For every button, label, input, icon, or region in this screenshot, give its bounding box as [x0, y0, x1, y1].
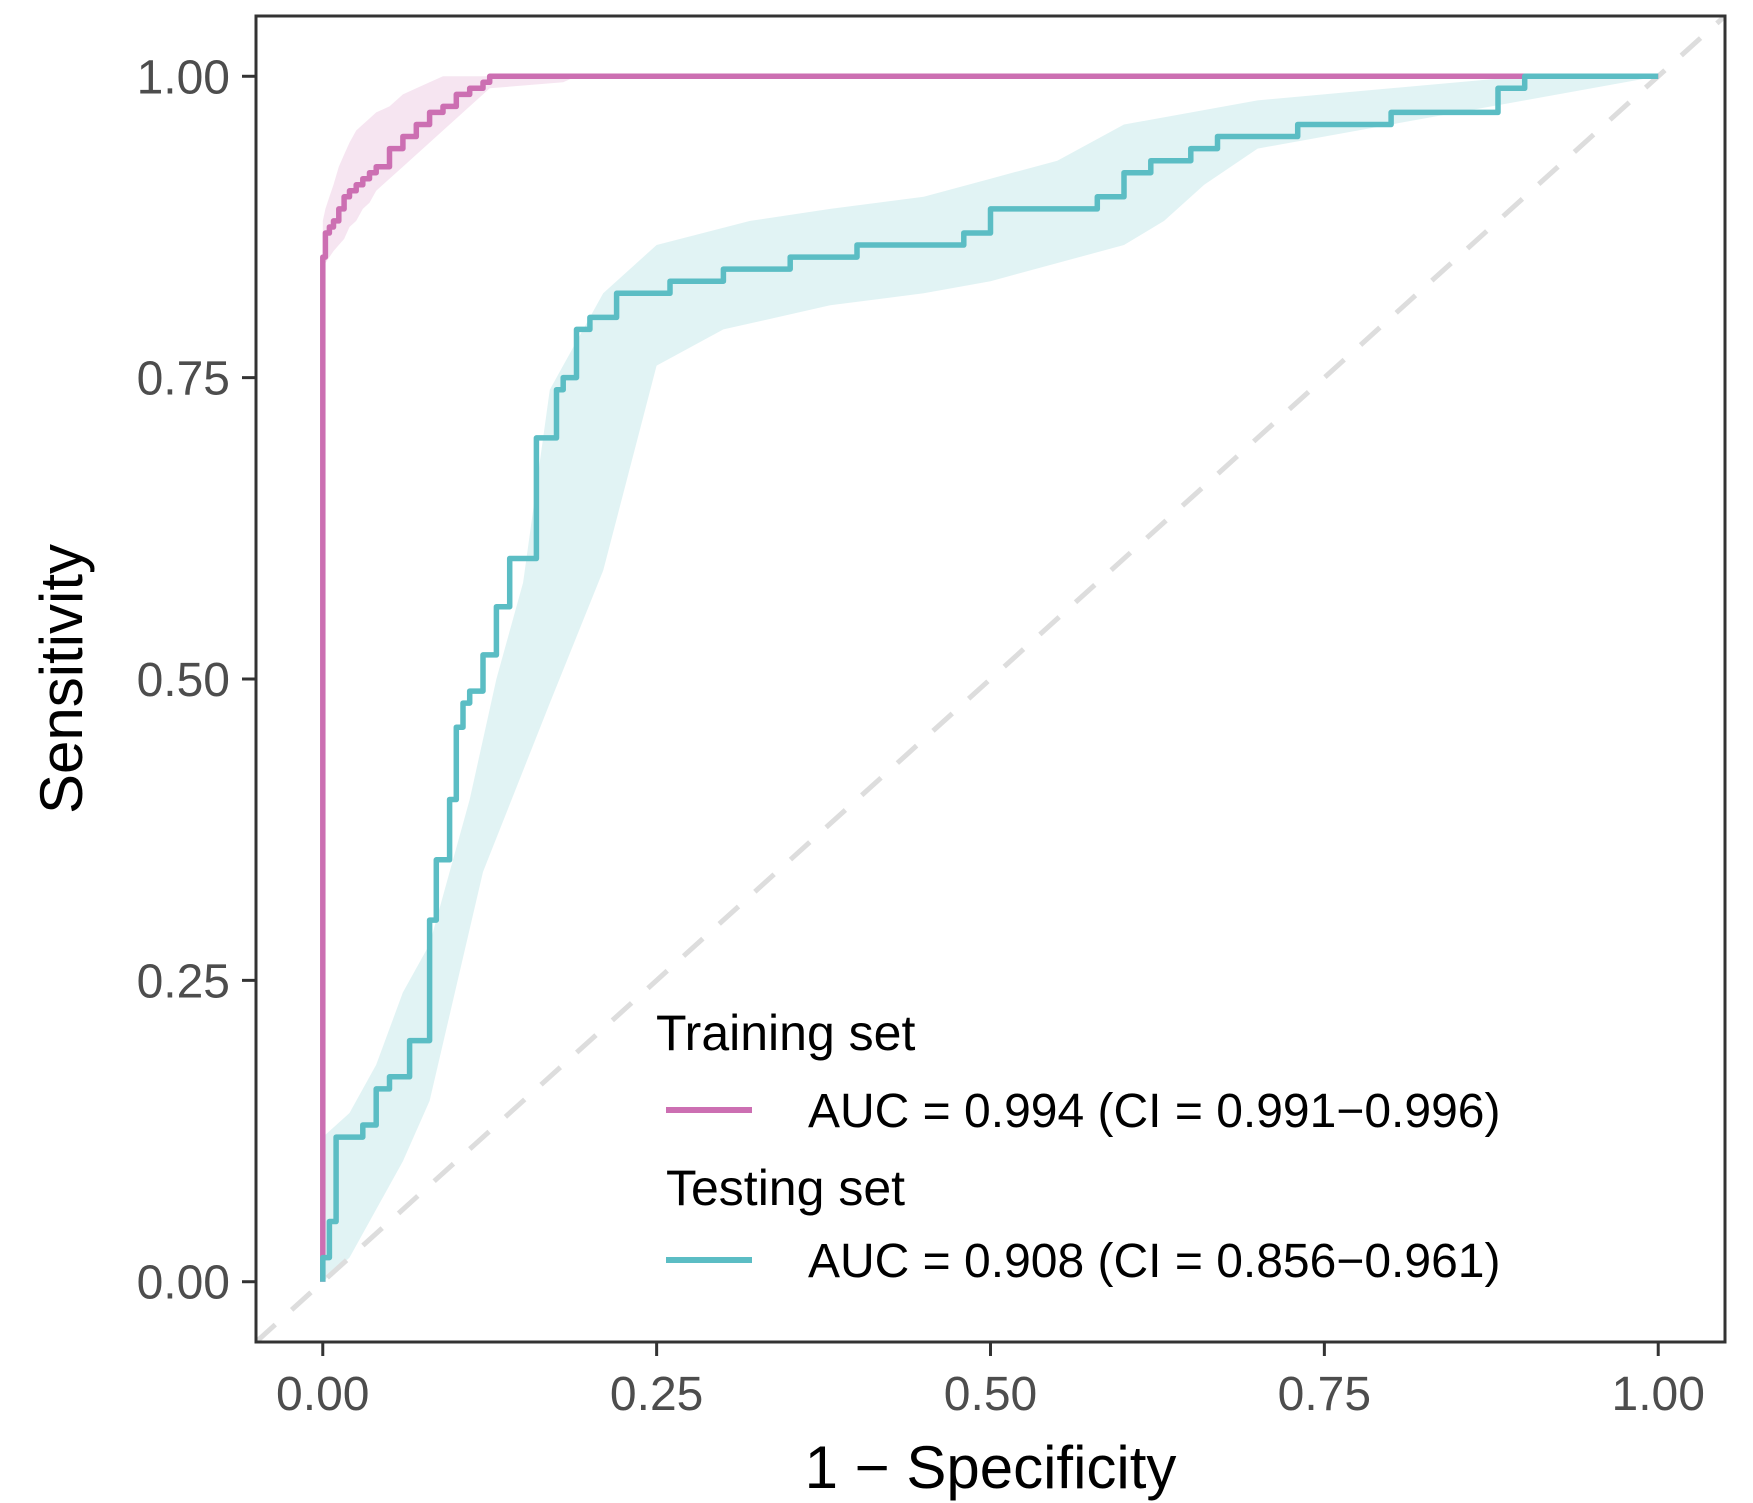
- y-tick-label: 0.50: [137, 654, 230, 707]
- x-tick-label: 0.75: [1278, 1368, 1371, 1421]
- legend-label-training: AUC = 0.994 (CI = 0.991−0.996): [808, 1085, 1500, 1138]
- roc-curves: [320, 73, 1659, 1282]
- legend: Training set AUC = 0.994 (CI = 0.991−0.9…: [656, 1005, 1500, 1288]
- x-axis-title: 1 − Specificity: [805, 1434, 1177, 1501]
- legend-label-testing: AUC = 0.908 (CI = 0.856−0.961): [808, 1235, 1500, 1288]
- legend-title-testing: Testing set: [666, 1160, 905, 1216]
- y-axis-title: Sensitivity: [28, 544, 95, 814]
- y-tick-label: 0.00: [137, 1257, 230, 1310]
- x-tick-label: 1.00: [1612, 1368, 1705, 1421]
- y-tick-label: 1.00: [137, 51, 230, 104]
- reference-diagonal: [256, 16, 1725, 1342]
- y-tick-label: 0.75: [137, 353, 230, 406]
- y-tick-label: 0.25: [137, 955, 230, 1008]
- x-tick-label: 0.50: [944, 1368, 1037, 1421]
- roc-line-training: [320, 73, 1659, 1282]
- x-tick-label: 0.00: [276, 1368, 369, 1421]
- y-axis-ticks: 0.00 0.25 0.50 0.75 1.00: [137, 51, 256, 1310]
- roc-line-testing: [320, 73, 1659, 1282]
- legend-title-training: Training set: [656, 1005, 915, 1061]
- diagonal-reference-line: [256, 16, 1725, 1342]
- x-tick-label: 0.25: [610, 1368, 703, 1421]
- x-axis-ticks: 0.00 0.25 0.50 0.75 1.00: [276, 1342, 1705, 1421]
